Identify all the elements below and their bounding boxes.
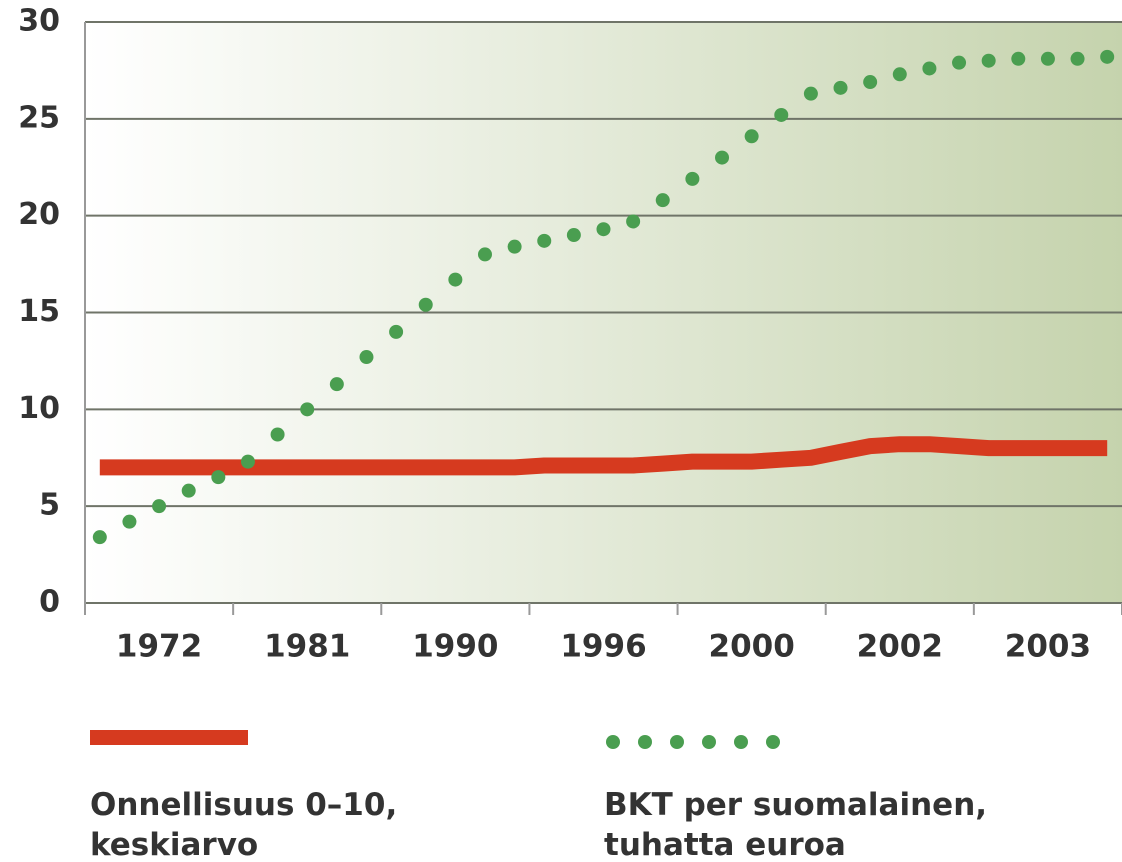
legend-label: BKT per suomalainen, tuhatta euroa xyxy=(604,787,988,862)
data-point xyxy=(715,150,730,165)
data-point xyxy=(744,129,759,144)
data-point xyxy=(477,247,492,262)
data-point xyxy=(596,222,611,237)
data-point xyxy=(892,67,907,82)
data-point xyxy=(566,228,581,243)
data-point xyxy=(359,350,374,365)
data-point xyxy=(270,427,285,442)
y-tick-label: 20 xyxy=(18,197,60,232)
data-point xyxy=(122,514,137,529)
x-tick-label: 1981 xyxy=(264,629,350,665)
data-point xyxy=(418,297,433,312)
y-tick-label: 10 xyxy=(18,391,60,426)
data-point xyxy=(952,55,967,70)
data-point xyxy=(329,377,344,392)
y-tick-label: 30 xyxy=(18,4,60,39)
x-tick-label: 2000 xyxy=(709,629,795,665)
data-point xyxy=(922,61,937,76)
x-tick-label: 1990 xyxy=(412,629,498,665)
legend-label: Onnellisuus 0–10, keskiarvo xyxy=(90,787,398,862)
data-point xyxy=(448,272,463,287)
data-point xyxy=(537,233,552,248)
data-point xyxy=(507,239,522,254)
data-point xyxy=(300,402,315,417)
x-tick-label: 1996 xyxy=(560,629,646,665)
x-tick-label: 1972 xyxy=(116,629,202,665)
data-point xyxy=(211,470,226,485)
y-tick-label: 15 xyxy=(18,294,60,329)
data-point xyxy=(981,53,996,68)
data-point xyxy=(1100,49,1115,64)
legend-swatch xyxy=(670,735,684,749)
data-point xyxy=(1070,51,1085,66)
x-tick-label: 2002 xyxy=(857,629,943,665)
data-point xyxy=(240,454,255,469)
data-point xyxy=(1011,51,1026,66)
data-point xyxy=(626,214,641,229)
data-point xyxy=(833,80,848,95)
data-point xyxy=(389,324,404,339)
data-point xyxy=(803,86,818,101)
data-point xyxy=(181,483,196,498)
x-tick-label: 2003 xyxy=(1005,629,1091,665)
data-point xyxy=(152,499,167,514)
data-point xyxy=(655,193,670,208)
y-tick-label: 5 xyxy=(39,488,60,523)
legend-swatch xyxy=(702,735,716,749)
legend-swatch xyxy=(638,735,652,749)
data-point xyxy=(863,75,878,90)
data-point xyxy=(774,107,789,122)
legend-swatch xyxy=(766,735,780,749)
data-point xyxy=(1040,51,1055,66)
y-tick-label: 25 xyxy=(18,100,60,135)
legend-swatch xyxy=(90,730,248,745)
data-point xyxy=(92,530,107,545)
y-tick-label: 0 xyxy=(39,585,60,620)
legend-swatch xyxy=(734,735,748,749)
data-point xyxy=(685,171,700,186)
data-line xyxy=(99,436,1108,476)
legend-swatch xyxy=(606,735,620,749)
